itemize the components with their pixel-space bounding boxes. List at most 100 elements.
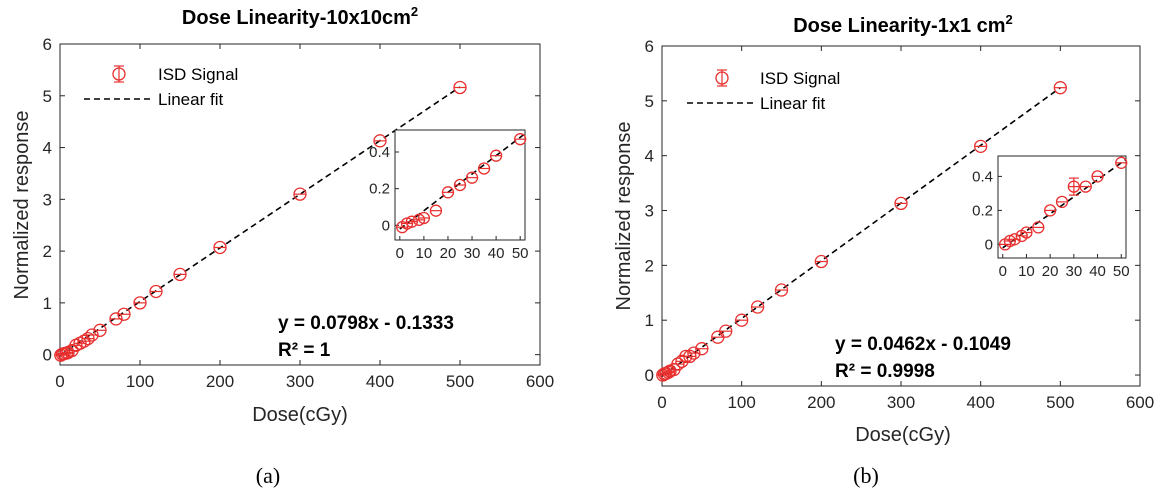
inset-x-tick-label: 10 xyxy=(1018,263,1035,280)
y-tick-label: 0 xyxy=(645,366,654,385)
inset-data-point xyxy=(1079,180,1092,193)
inset-data-point xyxy=(453,178,467,192)
data-point xyxy=(133,296,147,310)
x-tick-label: 300 xyxy=(887,393,915,412)
x-tick-label: 0 xyxy=(657,393,666,412)
data-point xyxy=(735,313,749,327)
x-tick-label: 600 xyxy=(1126,393,1154,412)
y-tick-label: 4 xyxy=(645,147,654,166)
inset-y-tick-label: 0.2 xyxy=(972,202,993,219)
legend-a: ISD Signal Linear fit xyxy=(84,65,238,109)
x-tick-label: 400 xyxy=(966,393,994,412)
inset-points-b xyxy=(998,156,1128,251)
y-ticks-b: 0 1 2 3 4 5 6 xyxy=(645,37,1140,385)
data-point xyxy=(173,267,187,282)
inset-x-ticks-a: 0 10 20 30 40 50 xyxy=(396,236,529,262)
x-axis-label-b: Dose(cGy) xyxy=(855,424,951,446)
data-point xyxy=(213,240,227,255)
y-axis-label-b: Normalized response xyxy=(613,122,635,311)
caption-b: (b) xyxy=(853,463,879,488)
x-tick-label: 100 xyxy=(126,372,154,391)
data-point xyxy=(149,284,163,299)
inset-x-tick-label: 20 xyxy=(440,245,457,262)
equation-a: y = 0.0798x - 0.1333 xyxy=(278,313,454,334)
x-ticks-b: 0 100 200 300 400 500 600 xyxy=(657,46,1154,412)
data-point xyxy=(814,254,828,269)
x-tick-label: 200 xyxy=(807,393,835,412)
inset-x-tick-label: 30 xyxy=(1066,263,1083,280)
y-tick-label: 5 xyxy=(645,92,654,111)
inset-points-a xyxy=(396,133,527,234)
inset-fit-line-a xyxy=(399,133,526,230)
data-point xyxy=(93,323,107,337)
y-tick-label: 2 xyxy=(645,256,654,275)
inset-data-point xyxy=(477,162,491,175)
inset-data-point xyxy=(465,171,479,184)
caption-a: (a) xyxy=(256,463,280,488)
fit-line-b xyxy=(661,87,1061,377)
data-point xyxy=(974,139,988,154)
y-tick-label: 5 xyxy=(43,87,52,106)
data-point xyxy=(695,342,709,356)
inset-y-tick-label: 0 xyxy=(382,217,390,234)
y-tick-label: 6 xyxy=(43,35,52,54)
data-point xyxy=(774,283,789,297)
data-point xyxy=(117,307,131,321)
x-tick-label: 600 xyxy=(526,372,554,391)
y-tick-label: 0 xyxy=(43,346,52,365)
y-tick-label: 2 xyxy=(43,242,52,261)
inset-data-point xyxy=(1020,226,1033,239)
inset-data-point xyxy=(417,211,431,225)
x-tick-label: 500 xyxy=(1046,393,1074,412)
data-point xyxy=(671,357,685,371)
x-tick-label: 500 xyxy=(446,372,474,391)
inset-x-tick-label: 40 xyxy=(1089,263,1106,280)
y-axis-label-a: Normalized response xyxy=(11,111,33,300)
inset-x-tick-label: 0 xyxy=(999,263,1007,280)
data-point xyxy=(683,349,697,364)
data-points-a xyxy=(54,80,467,362)
inset-data-point xyxy=(441,186,455,199)
inset-y-tick-label: 0.4 xyxy=(369,144,390,161)
y-tick-label: 3 xyxy=(43,190,52,209)
y-tick-label: 6 xyxy=(645,37,654,56)
inset-x-tick-label: 30 xyxy=(464,245,481,262)
inset-data-point xyxy=(1032,221,1045,234)
inset-data-point xyxy=(489,149,503,162)
inset-a: 0 0.2 0.4 0 10 20 30 40 50 xyxy=(369,129,529,262)
legend-label-isd-b: ISD Signal xyxy=(760,69,840,88)
inset-x-tick-label: 50 xyxy=(512,245,529,262)
y-tick-label: 1 xyxy=(43,294,52,313)
inset-y-tick-label: 0.4 xyxy=(972,168,993,185)
inset-y-tick-label: 0.2 xyxy=(369,181,390,198)
legend-label-isd-a: ISD Signal xyxy=(158,65,238,84)
x-tick-label: 100 xyxy=(727,393,755,412)
inset-data-point xyxy=(1055,195,1069,209)
inset-data-point xyxy=(429,204,443,217)
x-ticks-a: 0 100 200 300 400 500 600 xyxy=(55,44,554,391)
x-axis-label-a: Dose(cGy) xyxy=(252,404,348,426)
inset-data-point xyxy=(405,215,419,228)
inset-x-tick-label: 40 xyxy=(488,245,505,262)
data-point xyxy=(293,187,307,201)
inset-b: 0 0.2 0.4 0 10 20 30 40 50 xyxy=(972,155,1130,280)
inset-x-tick-label: 0 xyxy=(396,245,404,262)
x-tick-label: 300 xyxy=(286,372,314,391)
x-tick-label: 0 xyxy=(55,372,64,391)
y-tick-label: 4 xyxy=(43,139,52,158)
data-point xyxy=(373,134,387,148)
inset-data-point xyxy=(1067,177,1081,196)
legend-label-fit-a: Linear fit xyxy=(158,90,223,109)
x-tick-label: 400 xyxy=(366,372,394,391)
chart-title-a: Dose Linearity-10x10cm2 xyxy=(182,4,418,29)
data-point xyxy=(1053,81,1067,95)
data-point xyxy=(719,324,733,338)
legend-label-fit-b: Linear fit xyxy=(760,94,825,113)
inset-x-tick-label: 20 xyxy=(1042,263,1059,280)
data-point xyxy=(750,300,765,314)
inset-data-point xyxy=(1115,156,1128,169)
inset-x-ticks-b: 0 10 20 30 40 50 xyxy=(999,254,1130,280)
